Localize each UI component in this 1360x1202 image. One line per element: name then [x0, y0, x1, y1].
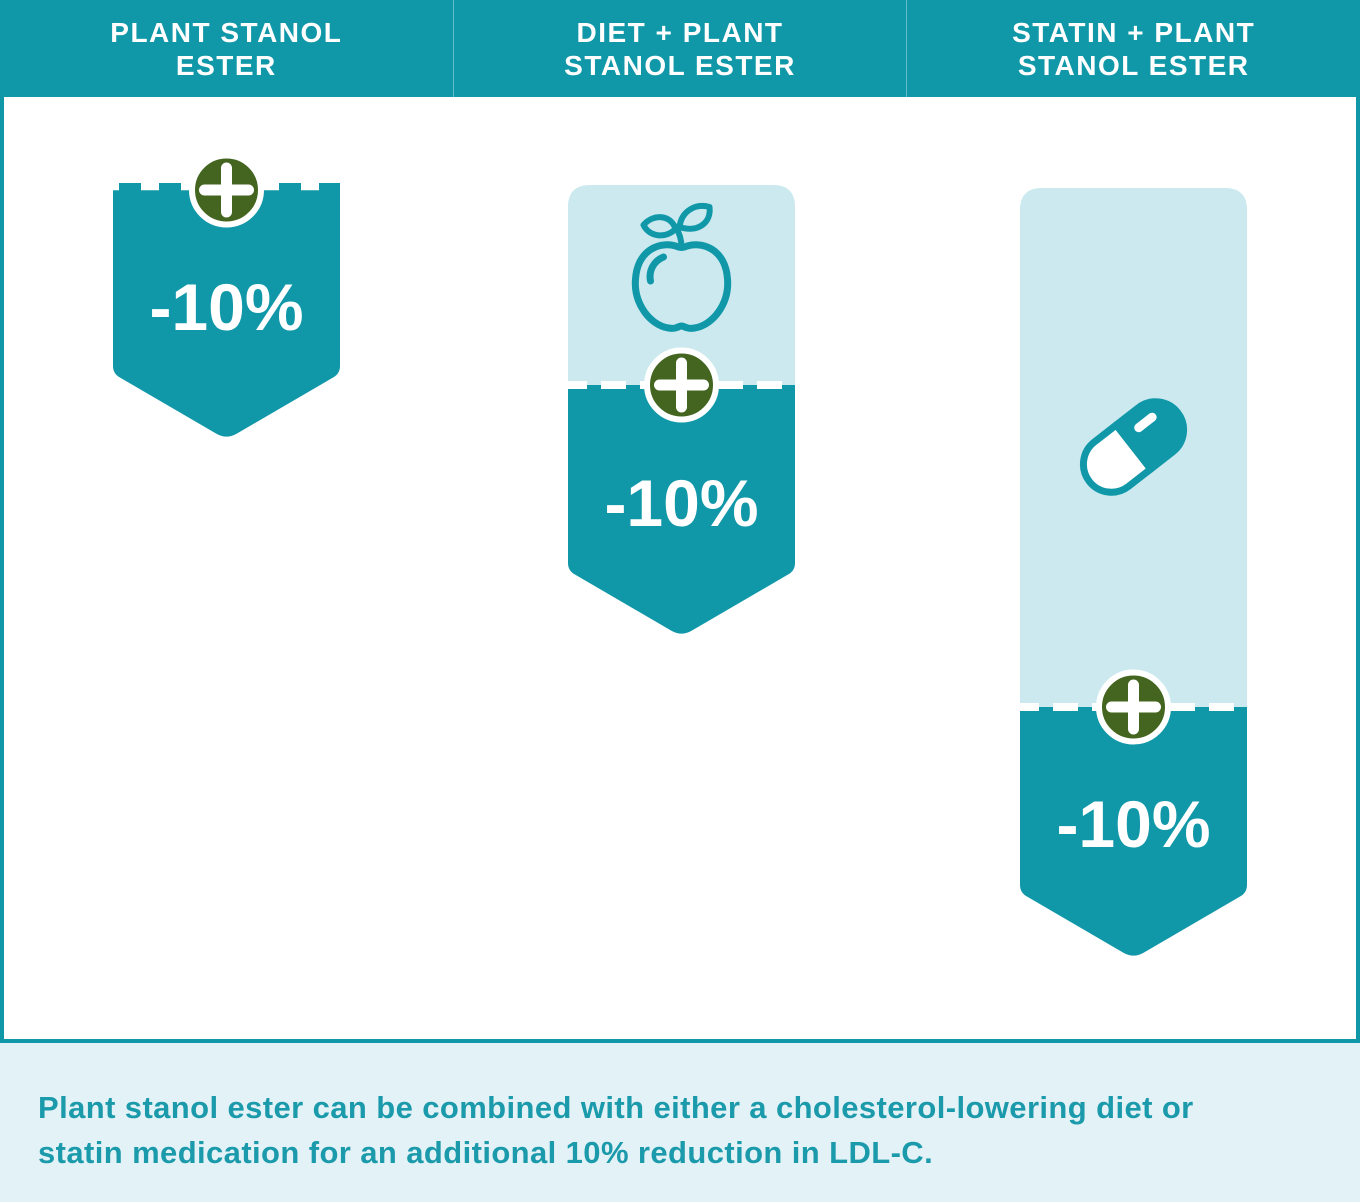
diet-box	[568, 185, 795, 385]
header-statin-plus-plant-stanol-ester: STATIN + PLANT STANOL ESTER	[906, 0, 1360, 97]
teal-pennant	[1020, 707, 1247, 956]
pill-icon	[1079, 398, 1188, 496]
header-line: STANOL ESTER	[1017, 49, 1250, 81]
caption-bar: Plant stanol ester can be combined with …	[0, 1043, 1360, 1202]
plus-icon	[189, 152, 264, 228]
reduction-value: -10%	[149, 270, 303, 344]
header-diet-plus-plant-stanol-ester: DIET + PLANT STANOL ESTER	[452, 0, 907, 97]
plus-icon	[644, 347, 719, 423]
header-plant-stanol-ester: PLANT STANOL ESTER	[0, 0, 453, 97]
header-row: PLANT STANOL ESTER DIET + PLANT STANOL E…	[0, 0, 1360, 97]
teal-pennant	[113, 183, 340, 437]
header-line: DIET + PLANT	[576, 16, 784, 48]
plus-icon	[1096, 669, 1171, 745]
banner-plant-stanol-ester: -10%	[113, 152, 340, 437]
apple-icon	[631, 203, 732, 332]
banners-graphic: -10% -10%	[113, 152, 1247, 956]
caption-text-line: statin medication for an additional 10% …	[38, 1135, 934, 1170]
banner-diet-plus-plant-stanol-ester: -10%	[568, 185, 795, 634]
reduction-value: -10%	[604, 466, 758, 540]
header-line: STATIN + PLANT	[1012, 16, 1256, 48]
caption-text-line: Plant stanol ester can be combined with …	[38, 1090, 1194, 1125]
teal-pennant	[568, 385, 795, 634]
header-line: STANOL ESTER	[564, 49, 796, 81]
banner-statin-plus-plant-stanol-ester: -10%	[1020, 188, 1247, 956]
header-line: PLANT STANOL	[110, 16, 343, 48]
reduction-value: -10%	[1056, 787, 1210, 861]
header-line: ESTER	[175, 49, 277, 81]
